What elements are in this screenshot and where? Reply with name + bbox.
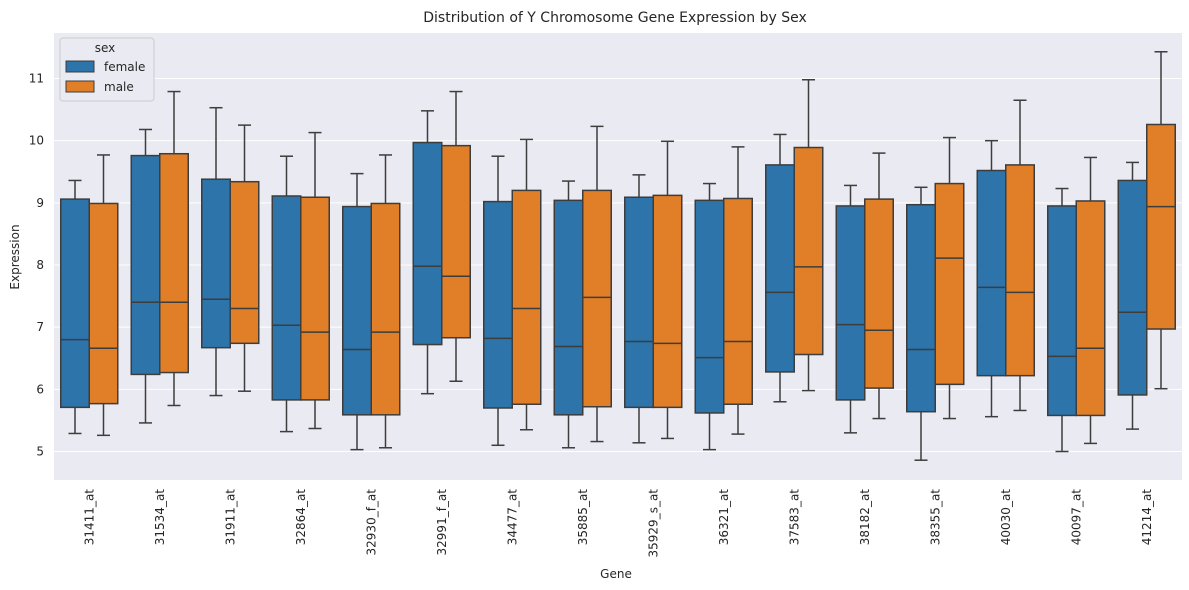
box-male-34477_at (511, 138, 542, 431)
x-tick-label: 32991_f_at (435, 489, 449, 556)
box-body (976, 169, 1007, 377)
box-male-32864_at (300, 131, 330, 430)
y-tick-label: 8 (36, 258, 44, 272)
box-body (130, 154, 161, 376)
y-tick-labels: 5 6 7 8 9 10 11 (29, 72, 44, 459)
x-tick-label: 40097_at (1069, 489, 1083, 546)
box-body (300, 196, 330, 401)
box-body (1146, 123, 1176, 330)
box-female-32930_f_at (342, 172, 372, 451)
box-female-40097_at (1047, 187, 1077, 453)
box-body (88, 202, 119, 405)
box-body (906, 203, 936, 413)
box-body (1117, 179, 1148, 396)
box-male-35885_at (582, 125, 612, 443)
box-body (271, 195, 302, 401)
x-tick-label: 37583_at (787, 489, 801, 546)
box-female-36321_at (694, 182, 725, 451)
box-body (1075, 200, 1106, 417)
x-tick-label: 41214_at (1140, 489, 1154, 546)
y-tick-label: 7 (36, 320, 44, 334)
box-female-35929_s_at (624, 174, 654, 444)
box-female-37583_at (765, 133, 795, 403)
box-body (511, 189, 542, 406)
x-tick-label: 35929_s_at (646, 489, 660, 558)
box-female-38182_at (835, 184, 866, 434)
x-tick-label: 34477_at (505, 489, 519, 546)
box-body (582, 189, 612, 408)
legend: sex female male (59, 37, 155, 102)
box-body (793, 146, 824, 356)
box-body (1047, 205, 1077, 417)
x-tick-label: 32864_at (294, 489, 308, 546)
box-body (483, 200, 513, 409)
box-male-36321_at (723, 146, 753, 435)
box-male-40097_at (1075, 156, 1106, 445)
box-body (553, 199, 584, 416)
box-male-31411_at (88, 154, 119, 437)
legend-title: sex (95, 41, 116, 55)
box-body (835, 205, 866, 401)
box-body (864, 198, 894, 389)
x-tick-label: 35885_at (576, 489, 590, 546)
box-body (412, 141, 443, 346)
x-tick-label: 32930_f_at (364, 489, 378, 556)
box-male-38355_at (934, 136, 965, 420)
box-female-34477_at (483, 155, 513, 447)
x-tick-label: 38182_at (858, 489, 872, 546)
box-male-31534_at (159, 90, 189, 407)
y-tick-label: 5 (36, 445, 44, 459)
box-male-31911_at (229, 124, 260, 392)
box-female-41214_at (1117, 161, 1148, 430)
box-body (694, 199, 725, 414)
box-female-40030_at (976, 139, 1007, 418)
box-male-38182_at (864, 152, 894, 420)
y-tick-label: 9 (36, 196, 44, 210)
chart-title: Distribution of Y Chromosome Gene Expres… (423, 10, 807, 26)
x-tick-label: 31534_at (153, 489, 167, 546)
box-male-32930_f_at (370, 154, 401, 449)
box-body (624, 196, 654, 409)
y-axis-label: Expression (8, 224, 22, 289)
x-tick-label: 31411_at (82, 489, 96, 546)
legend-swatch-male (65, 80, 95, 93)
box-body (934, 182, 965, 386)
box-male-32991_f_at (441, 90, 471, 383)
box-male-41214_at (1146, 51, 1176, 390)
x-tick-label: 36321_at (717, 489, 731, 546)
box-female-35885_at (553, 180, 584, 449)
x-tick-labels: 31411_at 31534_at 31911_at 32864_at 32930_f_… (82, 489, 1154, 558)
y-tick-label: 6 (36, 382, 44, 396)
box-female-38355_at (906, 186, 936, 461)
box-body (229, 180, 260, 345)
box-body (159, 152, 189, 374)
x-axis-label: Gene (600, 567, 632, 581)
x-tick-label: 38355_at (928, 489, 942, 546)
box-male-37583_at (793, 78, 824, 392)
y-tick-label: 11 (29, 72, 44, 86)
legend-label-male: male (104, 80, 134, 94)
x-tick-label: 31911_at (223, 489, 237, 546)
y-tick-label: 10 (29, 134, 44, 148)
box-body (652, 194, 683, 409)
x-tick-label: 40030_at (999, 489, 1013, 546)
box-body (342, 205, 372, 416)
box-body (1005, 164, 1035, 377)
box-female-31411_at (60, 179, 90, 435)
box-body (765, 164, 795, 373)
legend-swatch-female (65, 60, 95, 73)
box-body (441, 144, 471, 339)
box-female-32864_at (271, 155, 302, 433)
box-body (60, 198, 90, 409)
box-female-31534_at (130, 128, 161, 424)
boxes (60, 51, 1176, 461)
box-body (723, 197, 753, 406)
box-male-35929_s_at (652, 140, 683, 440)
box-male-40030_at (1005, 99, 1035, 412)
box-body (370, 202, 401, 416)
box-female-31911_at (201, 106, 231, 397)
box-body (201, 178, 231, 349)
legend-label-female: female (104, 60, 145, 74)
